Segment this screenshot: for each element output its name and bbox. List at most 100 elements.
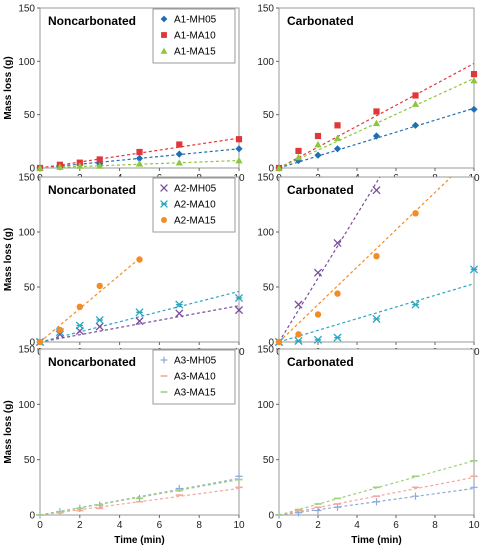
data-point [36, 338, 44, 346]
y-tick-label: 150 [257, 345, 274, 356]
trend-line [279, 177, 381, 342]
plot-area [278, 348, 475, 516]
data-point [135, 308, 144, 317]
data-point [160, 356, 168, 364]
panel-title: Noncarbonated [48, 183, 136, 197]
y-tick-label: 50 [24, 455, 36, 466]
data-point [314, 140, 322, 148]
data-point [75, 321, 84, 330]
data-point [334, 290, 341, 297]
panel-title: Carbonated [287, 183, 354, 197]
y-tick-label: 50 [263, 110, 275, 121]
trend-line [40, 290, 239, 342]
x-tick-label: 4 [354, 520, 360, 531]
plot-area [278, 7, 475, 169]
data-point [372, 498, 381, 506]
x-tick-label: 10 [468, 520, 480, 531]
y-tick-label: 50 [263, 455, 275, 466]
data-point [411, 300, 420, 309]
x-tick-label: 2 [315, 520, 321, 531]
y-tick-label: 150 [257, 4, 274, 15]
data-point [294, 300, 303, 309]
data-point [160, 184, 168, 192]
panel-title: Carbonated [287, 355, 354, 369]
y-tick-label: 0 [268, 511, 274, 522]
data-point [56, 163, 64, 170]
data-point [161, 32, 167, 38]
trend-line [279, 283, 474, 342]
data-point [314, 151, 322, 159]
data-point [314, 311, 322, 318]
trend-line [279, 62, 474, 168]
data-point [95, 322, 104, 331]
data-point [333, 333, 342, 342]
data-point [373, 253, 380, 260]
data-point [470, 71, 478, 78]
data-point [333, 145, 342, 153]
y-tick-label: 100 [257, 400, 274, 411]
panel-title: Carbonated [287, 14, 354, 28]
data-point [469, 265, 479, 274]
data-point [412, 92, 419, 99]
y-tick-label: 100 [18, 228, 35, 239]
y-tick-label: 100 [18, 57, 35, 68]
data-point [314, 506, 322, 515]
x-tick-label: 8 [432, 520, 438, 531]
data-point [95, 315, 104, 325]
data-point [135, 317, 144, 326]
data-point [56, 326, 64, 334]
data-point [175, 300, 184, 309]
data-point [372, 132, 381, 140]
data-point [470, 105, 478, 113]
data-point [96, 156, 103, 163]
data-point [96, 282, 103, 290]
data-point [275, 164, 283, 171]
data-point [470, 76, 478, 84]
y-tick-label: 50 [263, 283, 275, 294]
legend-label: A1-MA15 [174, 47, 216, 58]
data-point [411, 100, 420, 107]
data-point [235, 136, 243, 143]
legend: A1-MH05 A1-MA10 A1-MA15 [152, 8, 236, 64]
y-tick-label: 100 [18, 400, 35, 411]
legend-label: A3-MA15 [174, 388, 216, 399]
data-point [76, 303, 84, 310]
data-point [175, 159, 183, 166]
data-point [313, 268, 323, 277]
y-tick-label: 150 [257, 173, 274, 184]
legend-label: A2-MA15 [174, 216, 216, 227]
y-tick-label: 50 [24, 283, 36, 294]
trend-line [279, 177, 452, 342]
data-point [234, 306, 244, 315]
data-point [314, 132, 322, 140]
data-point [412, 210, 419, 217]
data-point [470, 483, 478, 491]
y-axis-label: Mass loss (g) [3, 56, 14, 119]
data-point [160, 47, 168, 54]
data-point [136, 148, 143, 156]
legend-box [152, 349, 236, 405]
data-point [333, 503, 342, 511]
x-tick-label: 6 [393, 520, 399, 531]
y-tick-label: 0 [268, 164, 274, 175]
data-point [160, 200, 168, 208]
y-tick-label: 0 [29, 164, 35, 175]
legend: A3-MH05 A3-MA10 A3-MA15 [152, 349, 236, 405]
data-point [36, 164, 44, 171]
x-tick-label: 4 [117, 520, 123, 531]
data-point [373, 108, 380, 115]
data-point [295, 147, 302, 155]
data-point [411, 121, 420, 129]
y-tick-label: 50 [24, 110, 36, 121]
legend-box [152, 177, 236, 233]
y-tick-label: 100 [257, 228, 274, 239]
panel-5: 0 50 100 150 0 2 4 6 8 10 Noncarbonated Mass loss (… [3, 345, 245, 547]
data-point [176, 141, 183, 148]
x-tick-label: 2 [77, 520, 83, 531]
data-point [161, 217, 167, 223]
plot-area [278, 176, 475, 343]
data-point [372, 186, 381, 195]
